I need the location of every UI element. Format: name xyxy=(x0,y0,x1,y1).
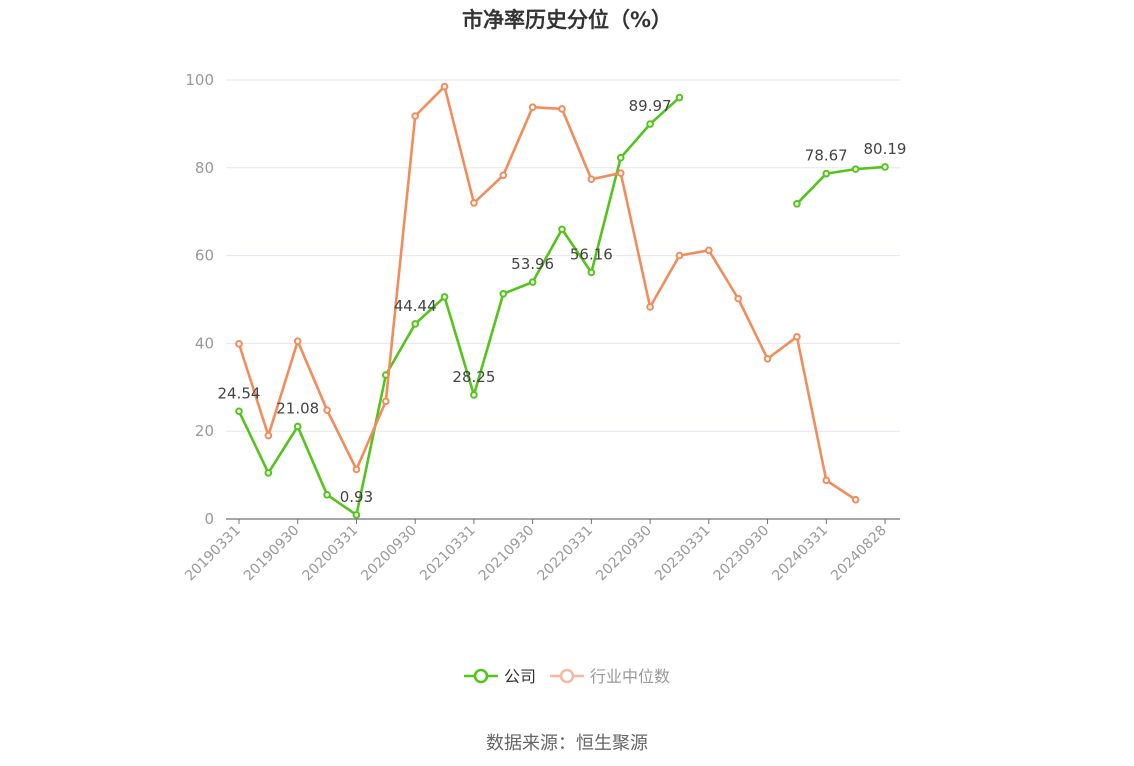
x-tick-label: 20190930 xyxy=(241,523,303,585)
x-tick-label: 20220331 xyxy=(534,523,596,585)
data-point xyxy=(558,105,566,113)
data-point xyxy=(440,293,449,301)
series-line xyxy=(237,85,857,501)
data-label: 0.93 xyxy=(340,488,373,506)
series-line xyxy=(795,165,886,205)
y-tick-label: 60 xyxy=(195,247,214,265)
legend-marker-icon xyxy=(559,668,575,684)
data-point xyxy=(499,171,508,180)
data-point xyxy=(793,333,801,341)
y-tick-label: 40 xyxy=(195,334,214,352)
series-layer xyxy=(235,82,889,519)
legend: 公司 行业中位数 xyxy=(464,667,670,686)
data-point xyxy=(822,169,831,178)
data-point xyxy=(558,225,566,234)
y-tick-label: 0 xyxy=(204,510,214,528)
data-point xyxy=(264,431,273,440)
data-point xyxy=(822,476,831,485)
data-label: 44.44 xyxy=(394,297,437,315)
data-point xyxy=(352,465,361,474)
x-tick-label: 20230930 xyxy=(711,523,773,585)
y-tick-label: 100 xyxy=(185,71,214,89)
data-point xyxy=(734,294,742,303)
data-label: 80.19 xyxy=(864,140,907,158)
data-point xyxy=(705,246,713,255)
data-point xyxy=(470,199,478,207)
data-point xyxy=(587,175,596,184)
x-tick-label: 20200331 xyxy=(300,523,362,585)
data-point xyxy=(675,251,684,260)
data-label: 78.67 xyxy=(805,147,848,165)
x-tick-label: 20240828 xyxy=(828,523,890,585)
data-point xyxy=(264,469,273,477)
data-point xyxy=(470,391,478,399)
series-industry-median xyxy=(235,82,860,504)
x-tick-label: 20230331 xyxy=(652,523,714,585)
x-tick-label: 20200930 xyxy=(358,523,420,585)
data-point xyxy=(235,407,243,416)
legend-label: 行业中位数 xyxy=(590,667,670,686)
data-point xyxy=(851,495,860,504)
data-point xyxy=(528,103,537,112)
data-point xyxy=(323,491,331,499)
data-label: 21.08 xyxy=(276,399,319,417)
data-point xyxy=(763,354,772,363)
data-point xyxy=(616,153,625,162)
data-label: 28.25 xyxy=(452,368,495,386)
axis-layer: 0 20 40 60 80 100 2019033120190930202003312020… xyxy=(182,71,900,584)
x-tick-label: 20210930 xyxy=(476,523,538,585)
x-tick-label: 20240331 xyxy=(769,523,831,585)
data-point xyxy=(499,289,508,298)
legend-marker-icon xyxy=(473,668,489,684)
data-point xyxy=(646,120,654,128)
data-point xyxy=(528,278,537,286)
data-source-note: 数据来源：恒生聚源 xyxy=(486,733,648,754)
data-point xyxy=(675,93,684,102)
data-label-layer: 24.54 21.08 0.93 44.44 28.25 53.96 56.16 89.97 7… xyxy=(218,97,907,506)
data-label: 89.97 xyxy=(629,97,672,115)
x-tick-label: 20220930 xyxy=(593,523,655,585)
data-point xyxy=(587,268,596,277)
data-label: 56.16 xyxy=(570,245,613,263)
data-point xyxy=(851,165,860,173)
data-point xyxy=(440,82,449,91)
data-point xyxy=(323,406,331,414)
data-point xyxy=(235,340,243,348)
chart-title: 市净率历史分位（%） xyxy=(461,8,673,32)
data-point xyxy=(616,169,625,177)
x-tick-label: 20210331 xyxy=(417,523,479,585)
data-point xyxy=(293,337,302,346)
y-tick-label: 80 xyxy=(195,159,214,177)
grid-layer xyxy=(226,79,900,432)
data-point xyxy=(352,511,361,519)
legend-label: 公司 xyxy=(504,667,536,686)
data-point xyxy=(793,199,801,208)
data-point xyxy=(881,163,889,171)
data-label: 24.54 xyxy=(218,384,261,402)
data-point xyxy=(411,320,419,328)
data-point xyxy=(411,112,419,120)
series-line xyxy=(237,96,681,517)
x-tick-label: 20190331 xyxy=(182,523,244,585)
data-label: 53.96 xyxy=(511,255,554,273)
legend-item-company: 公司 xyxy=(464,667,536,686)
series-company xyxy=(235,93,889,519)
legend-item-industry-median: 行业中位数 xyxy=(550,667,670,686)
y-tick-label: 20 xyxy=(195,422,214,440)
data-point xyxy=(293,422,302,431)
data-point xyxy=(382,397,390,406)
data-point xyxy=(646,303,654,311)
